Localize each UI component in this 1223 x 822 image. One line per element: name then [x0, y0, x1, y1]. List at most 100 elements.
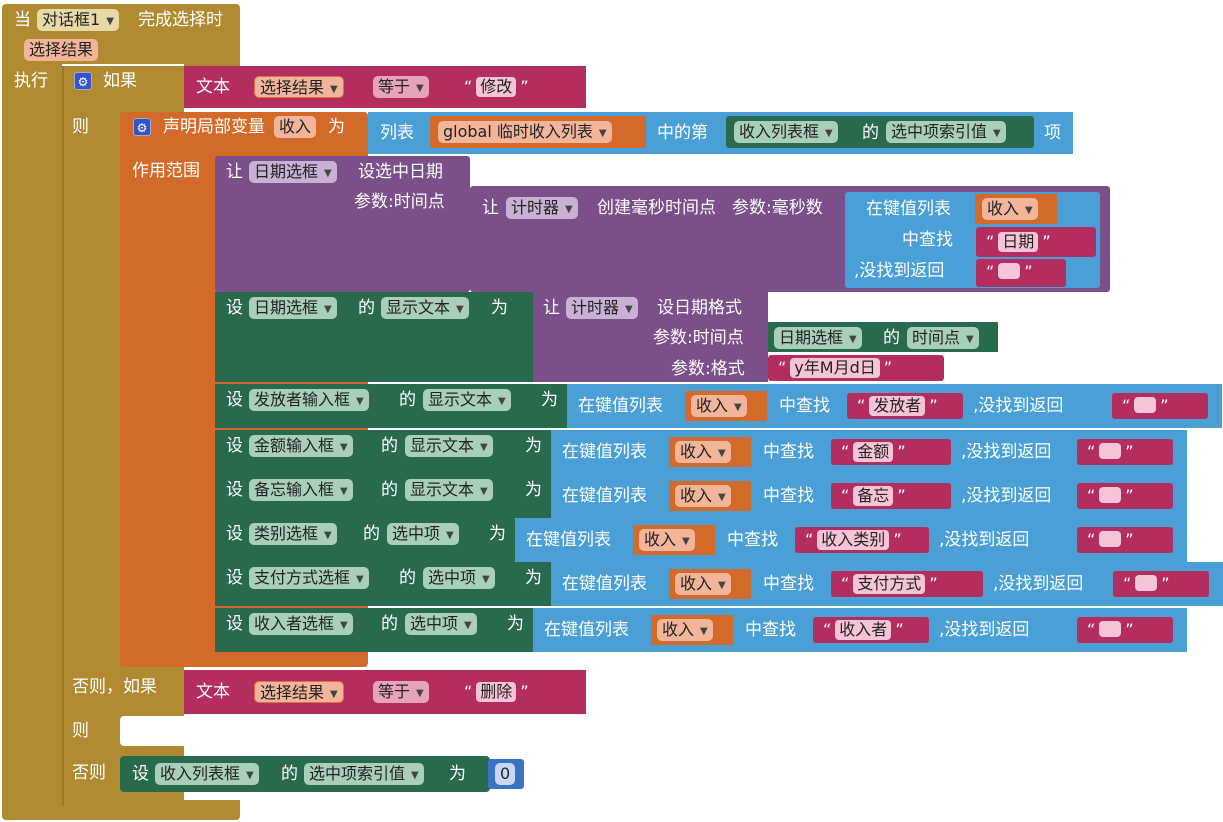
chevron-down-icon: ▼ — [416, 83, 424, 94]
setdisp-set-label: 设 — [226, 298, 243, 318]
event-param-chip[interactable]: 选择结果 — [24, 39, 99, 61]
setter-key-literal[interactable]: “发放者” — [847, 393, 963, 419]
clock-let-label: 让 — [482, 198, 499, 218]
clock-component-dropdown[interactable]: 计时器 ▼ — [506, 197, 578, 219]
chevron-down-icon: ▼ — [340, 486, 348, 497]
local-name-field[interactable]: 收入 — [274, 116, 317, 138]
setter-lookup-label: 在键值列表 — [526, 530, 611, 550]
setter-key-literal[interactable]: “备忘” — [831, 483, 951, 509]
event-do-label: 执行 — [14, 71, 48, 91]
event-when-label: 当 — [14, 10, 31, 30]
event-block-right-edge — [184, 64, 240, 66]
elseif-then-empty-slot[interactable] — [120, 716, 184, 746]
setter-find-label: 中查找 — [763, 574, 814, 594]
chevron-down-icon: ▼ — [446, 530, 454, 541]
setter-prop-dropdown[interactable]: 选中项 ▼ — [423, 567, 495, 589]
list-prop-dropdown[interactable]: 选中项索引值 ▼ — [886, 121, 1006, 143]
setter-prop-dropdown[interactable]: 显示文本 ▼ — [405, 479, 493, 501]
setter-component-dropdown[interactable]: 备忘输入框 ▼ — [249, 479, 353, 501]
chevron-down-icon: ▼ — [480, 442, 488, 453]
setter-set-label: 设 — [226, 568, 243, 588]
setter-notfound-label: ,没找到返回 — [939, 620, 1030, 640]
setter-var-dropdown[interactable]: 收入 ▼ — [657, 619, 713, 641]
setter-find-label: 中查找 — [779, 396, 830, 416]
setter-prop-dropdown[interactable]: 显示文本 ▼ — [423, 389, 511, 411]
if-var-dropdown[interactable]: 选择结果 ▼ — [254, 76, 344, 98]
setdisp-of-label: 的 — [358, 298, 375, 318]
gear-icon[interactable]: ⚙ — [74, 72, 92, 90]
setter-of-label: 的 — [399, 568, 416, 588]
format-let-label: 让 — [543, 298, 560, 318]
setter-find-label: 中查找 — [745, 620, 796, 640]
setter-var-dropdown[interactable]: 收入 ▼ — [675, 573, 731, 595]
setter-default-literal[interactable]: “” — [1077, 527, 1173, 553]
setter-key-literal[interactable]: “收入类别” — [795, 527, 929, 553]
index-of-label: 中的第 — [657, 123, 708, 143]
elseif-string-literal[interactable]: “删除” — [454, 679, 539, 705]
lookup-var-dropdown[interactable]: 收入 ▼ — [982, 198, 1038, 220]
setter-component-dropdown[interactable]: 类别选框 ▼ — [249, 523, 337, 545]
chevron-down-icon: ▼ — [825, 128, 833, 139]
setdate-param-label: 参数:时间点 — [354, 192, 445, 212]
if-op-dropdown[interactable]: 等于 ▼ — [373, 76, 429, 98]
format-src-component-dropdown[interactable]: 日期选框 ▼ — [774, 327, 862, 349]
setter-var-dropdown[interactable]: 收入 ▼ — [691, 395, 747, 417]
else-number-value[interactable]: 0 — [495, 763, 516, 785]
setter-component-dropdown[interactable]: 金额输入框 ▼ — [249, 435, 353, 457]
chevron-down-icon: ▼ — [498, 396, 506, 407]
setter-prop-dropdown[interactable]: 显示文本 ▼ — [405, 435, 493, 457]
setdisp-prop-dropdown[interactable]: 显示文本 ▼ — [381, 297, 469, 319]
setter-set-label: 设 — [226, 614, 243, 634]
if-string-literal[interactable]: “修改” — [454, 74, 539, 100]
format-clock-dropdown[interactable]: 计时器 ▼ — [566, 297, 638, 319]
setter-default-literal[interactable]: “” — [1077, 617, 1173, 643]
format-string-literal[interactable]: “y年M月d日” — [768, 355, 944, 381]
setter-lookup-label: 在键值列表 — [562, 442, 647, 462]
chevron-down-icon: ▼ — [356, 574, 364, 585]
global-var-dropdown[interactable]: global 临时收入列表 ▼ — [438, 121, 612, 143]
setter-default-literal[interactable]: “” — [1112, 393, 1208, 419]
if-then-label: 则 — [72, 117, 89, 137]
setter-component-dropdown[interactable]: 发放者输入框 ▼ — [249, 389, 369, 411]
format-param2-label: 参数:格式 — [671, 359, 745, 379]
elseif-var-dropdown[interactable]: 选择结果 ▼ — [254, 681, 344, 703]
event-name-label: 完成选择时 — [138, 10, 223, 30]
chevron-down-icon: ▼ — [464, 620, 472, 631]
setter-set-label: 设 — [226, 480, 243, 500]
setter-key-literal[interactable]: “金额” — [831, 439, 951, 465]
lookup-key-literal[interactable]: “日期” — [976, 227, 1096, 257]
setdate-component-dropdown[interactable]: 日期选框 ▼ — [249, 161, 337, 183]
else-component-dropdown[interactable]: 收入列表框 ▼ — [155, 763, 259, 785]
setter-notfound-label: ,没找到返回 — [993, 574, 1084, 594]
setter-var-dropdown[interactable]: 收入 ▼ — [675, 485, 731, 507]
gear-icon[interactable]: ⚙ — [133, 118, 151, 136]
setter-set-label: 设 — [226, 436, 243, 456]
chevron-down-icon: ▼ — [416, 688, 424, 699]
elseif-op-dropdown[interactable]: 等于 ▼ — [373, 681, 429, 703]
list-component-dropdown[interactable]: 收入列表框 ▼ — [734, 121, 838, 143]
setter-to-label: 为 — [541, 390, 558, 410]
setdisp-component-dropdown[interactable]: 日期选框 ▼ — [249, 297, 337, 319]
setter-component-dropdown[interactable]: 支付方式选框 ▼ — [249, 567, 369, 589]
chevron-down-icon: ▼ — [598, 128, 607, 139]
setter-prop-dropdown[interactable]: 选中项 ▼ — [405, 613, 477, 635]
chevron-down-icon: ▼ — [482, 574, 490, 585]
chevron-down-icon: ▼ — [246, 770, 254, 781]
setter-default-literal[interactable]: “” — [1077, 483, 1173, 509]
format-src-prop-dropdown[interactable]: 时间点 ▼ — [907, 327, 979, 349]
event-component-dropdown[interactable]: 对话框1 ▼ — [37, 9, 119, 31]
setter-lookup-label: 在键值列表 — [578, 396, 663, 416]
setter-default-literal[interactable]: “” — [1113, 571, 1209, 597]
setter-prop-dropdown[interactable]: 选中项 ▼ — [387, 523, 459, 545]
lookup-default-literal[interactable]: “” — [976, 259, 1066, 287]
setter-var-dropdown[interactable]: 收入 ▼ — [639, 529, 695, 551]
setter-component-dropdown[interactable]: 收入者选框 ▼ — [249, 613, 353, 635]
else-prop-dropdown[interactable]: 选中项索引值 ▼ — [304, 763, 424, 785]
local-scope-label: 作用范围 — [132, 161, 200, 181]
setter-of-label: 的 — [399, 390, 416, 410]
setter-var-dropdown[interactable]: 收入 ▼ — [675, 441, 731, 463]
setdate-let-label: 让 — [226, 162, 243, 182]
setter-default-literal[interactable]: “” — [1077, 439, 1173, 465]
setter-key-literal[interactable]: “支付方式” — [831, 571, 983, 597]
setter-key-literal[interactable]: “收入者” — [813, 617, 929, 643]
